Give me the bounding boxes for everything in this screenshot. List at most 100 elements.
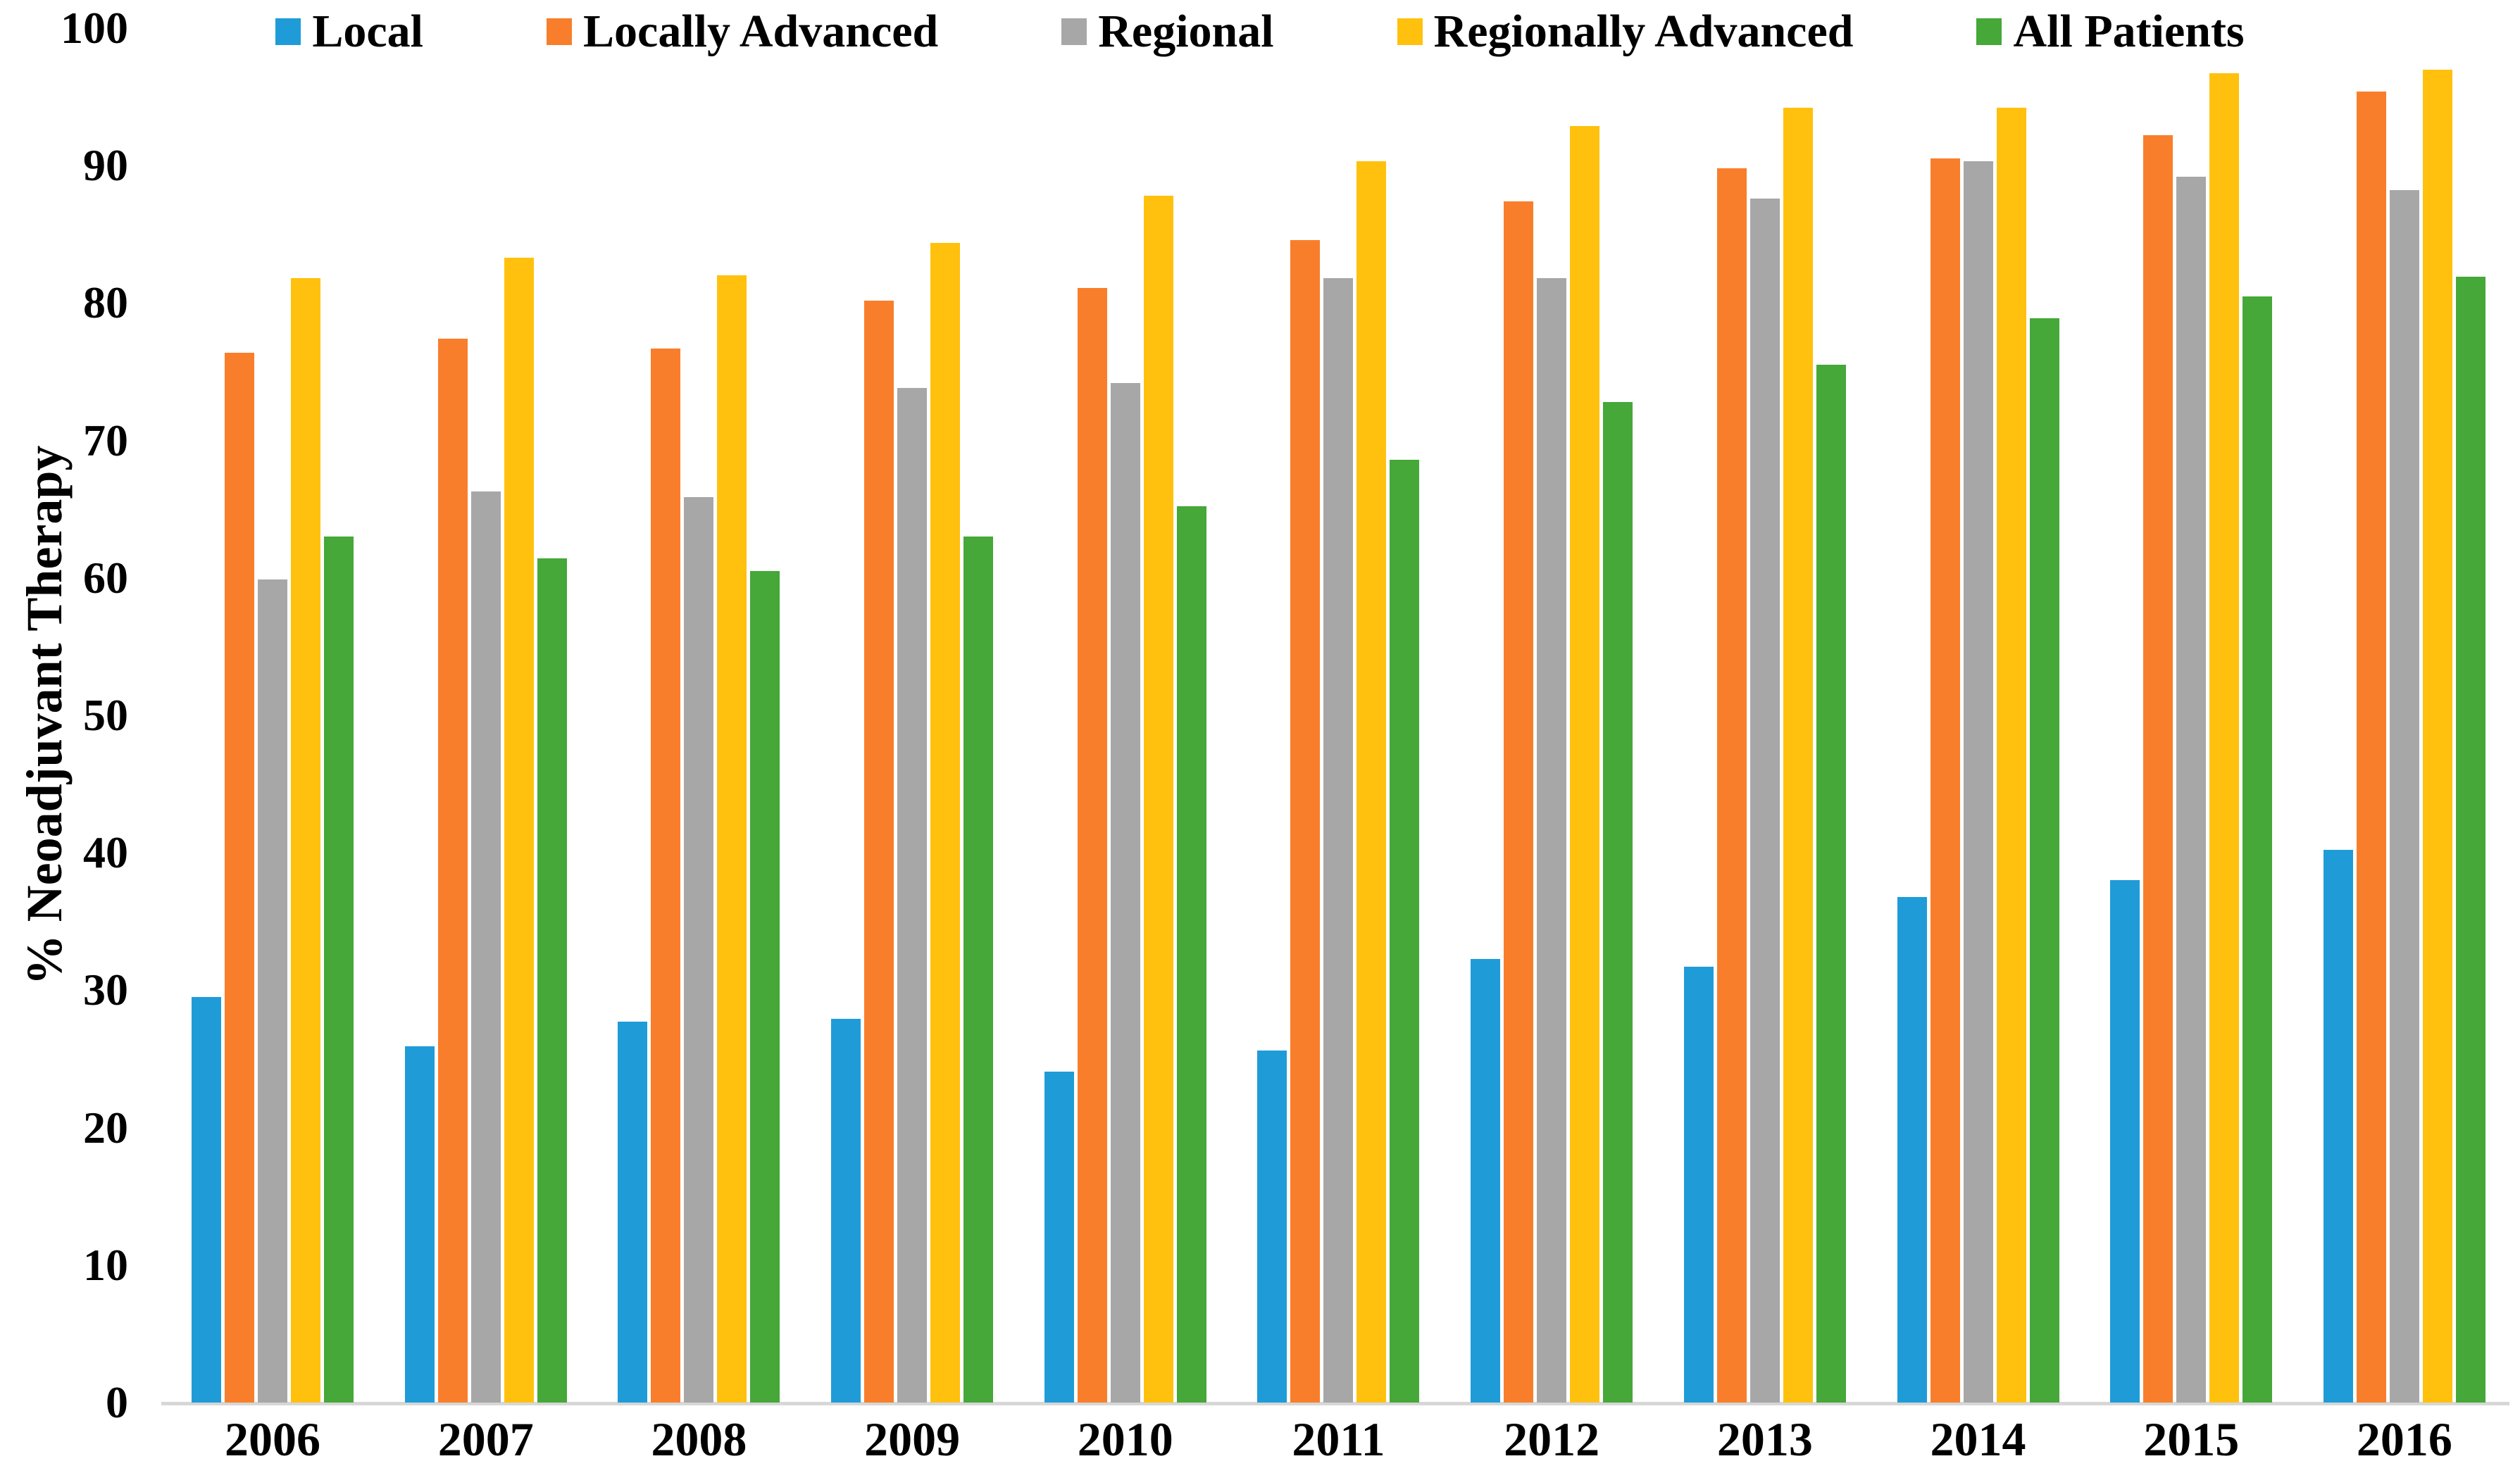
legend-marker-regional — [1061, 18, 1087, 45]
bar-all-patients-2014 — [2029, 318, 2059, 1403]
legend-marker-locally-advanced — [547, 18, 573, 45]
bar-regionally-advanced-2007 — [504, 257, 534, 1403]
x-tick-label-2010: 2010 — [1077, 1412, 1173, 1461]
legend-item-local: Local — [275, 8, 423, 55]
bar-locally-advanced-2014 — [1930, 158, 1960, 1403]
bar-group-2016: 2016 — [2323, 28, 2485, 1461]
bar-regionally-advanced-2008 — [717, 275, 747, 1403]
bar-local-2016 — [2323, 850, 2353, 1403]
legend-label-all-patients: All Patients — [2013, 6, 2245, 57]
bar-locally-advanced-2006 — [225, 352, 254, 1403]
legend-item-all-patients: All Patients — [1976, 6, 2245, 57]
bar-all-patients-2009 — [963, 537, 994, 1403]
bar-group-2007: 2007 — [404, 28, 567, 1461]
bar-locally-advanced-2011 — [1290, 239, 1321, 1403]
bar-group-2015: 2015 — [2110, 28, 2273, 1461]
x-tick-label-2012: 2012 — [1504, 1412, 1600, 1461]
bar-group-2009: 2009 — [831, 28, 994, 1461]
x-axis-line — [161, 1402, 2509, 1405]
x-tick-label-2014: 2014 — [1930, 1412, 2026, 1461]
bar-regional-2015 — [2176, 176, 2207, 1403]
legend-label-regionally-advanced: Regionally Advanced — [1433, 6, 1854, 57]
bar-local-2009 — [831, 1019, 861, 1403]
legend-marker-regionally-advanced — [1397, 18, 1423, 45]
bar-local-2013 — [1683, 967, 1714, 1403]
bar-regional-2016 — [2389, 190, 2419, 1403]
x-tick-label-2006: 2006 — [225, 1412, 320, 1461]
bar-regionally-advanced-2009 — [930, 242, 961, 1403]
bar-regional-2014 — [1963, 161, 1993, 1403]
bar-locally-advanced-2015 — [2143, 135, 2173, 1403]
bar-groups: 2006 2007 2008 2009 2010 2011 2012 2013 2014 2015… — [173, 28, 2497, 1461]
bar-all-patients-2012 — [1603, 401, 1633, 1403]
bar-local-2007 — [404, 1046, 435, 1403]
y-tick-label-10: 10 — [83, 1239, 128, 1290]
legend-marker-local — [275, 18, 301, 45]
bar-all-patients-2013 — [1816, 365, 1846, 1403]
legend-item-locally-advanced: Locally Advanced — [547, 8, 938, 55]
legend-label-locally-advanced: Locally Advanced — [583, 6, 939, 57]
bar-local-2008 — [618, 1022, 648, 1403]
bar-regionally-advanced-2016 — [2422, 69, 2452, 1403]
legend-label-local: Local — [312, 6, 424, 57]
bar-locally-advanced-2010 — [1077, 287, 1107, 1403]
x-tick-label-2013: 2013 — [1716, 1412, 1813, 1461]
legend-item-regional: Regional — [1061, 6, 1274, 57]
bar-group-2011: 2011 — [1257, 28, 1420, 1461]
bar-group-2006: 2006 — [192, 28, 354, 1461]
bar-locally-advanced-2016 — [2356, 91, 2386, 1403]
bar-group-2008: 2008 — [618, 28, 780, 1461]
bar-all-patients-2010 — [1176, 506, 1206, 1403]
chart-legend: Local Locally Advanced Regional Regionally … — [0, 8, 2520, 55]
bar-regional-2009 — [897, 388, 928, 1403]
bar-regionally-advanced-2010 — [1143, 196, 1173, 1403]
y-tick-label-100: 100 — [61, 3, 128, 53]
y-tick-label-80: 80 — [83, 277, 128, 328]
legend-marker-all-patients — [1976, 18, 2002, 45]
bar-group-2012: 2012 — [1471, 28, 1633, 1461]
bar-group-2010: 2010 — [1044, 28, 1206, 1461]
x-tick-label-2011: 2011 — [1292, 1412, 1385, 1461]
bar-regionally-advanced-2015 — [2209, 73, 2240, 1403]
x-tick-label-2007: 2007 — [437, 1412, 534, 1461]
bar-all-patients-2011 — [1390, 459, 1420, 1403]
bar-local-2006 — [192, 997, 221, 1403]
bar-group-2014: 2014 — [1897, 28, 2059, 1461]
bar-regionally-advanced-2014 — [1996, 108, 2026, 1403]
legend-label-regional: Regional — [1098, 6, 1274, 57]
x-tick-label-2009: 2009 — [864, 1412, 961, 1461]
bar-regionally-advanced-2006 — [291, 278, 320, 1403]
bar-regional-2007 — [470, 491, 501, 1403]
x-tick-label-2016: 2016 — [2356, 1412, 2452, 1461]
bar-regionally-advanced-2013 — [1783, 108, 1813, 1403]
bar-locally-advanced-2009 — [864, 300, 894, 1403]
bar-all-patients-2007 — [537, 558, 567, 1403]
bar-locally-advanced-2012 — [1504, 201, 1534, 1403]
bar-locally-advanced-2008 — [651, 348, 681, 1403]
x-tick-label-2015: 2015 — [2143, 1412, 2240, 1461]
bar-group-2013: 2013 — [1683, 28, 1846, 1461]
bar-regionally-advanced-2012 — [1570, 125, 1600, 1403]
y-tick-label-0: 0 — [106, 1377, 128, 1427]
bar-all-patients-2016 — [2455, 277, 2485, 1403]
bar-all-patients-2015 — [2243, 296, 2273, 1403]
bar-regionally-advanced-2011 — [1356, 161, 1387, 1403]
bar-locally-advanced-2007 — [437, 339, 468, 1403]
bar-all-patients-2006 — [324, 537, 354, 1403]
y-tick-label-90: 90 — [83, 140, 128, 191]
y-tick-label-70: 70 — [83, 415, 128, 465]
y-tick-label-30: 30 — [83, 965, 128, 1015]
bar-regional-2013 — [1749, 199, 1780, 1403]
bar-regional-2008 — [684, 496, 714, 1403]
bar-local-2010 — [1044, 1071, 1074, 1403]
bar-all-patients-2008 — [750, 571, 780, 1403]
bar-regional-2012 — [1537, 278, 1567, 1403]
x-tick-label-2008: 2008 — [651, 1412, 747, 1461]
legend-item-regionally-advanced: Regionally Advanced — [1397, 6, 1854, 57]
bar-regional-2011 — [1323, 278, 1354, 1403]
plot-area: 2006 2007 2008 2009 2010 2011 2012 2013 2014 2015… — [161, 28, 2509, 1461]
y-tick-label-60: 60 — [83, 552, 128, 603]
bar-regional-2006 — [258, 579, 287, 1403]
bar-local-2014 — [1897, 896, 1927, 1403]
